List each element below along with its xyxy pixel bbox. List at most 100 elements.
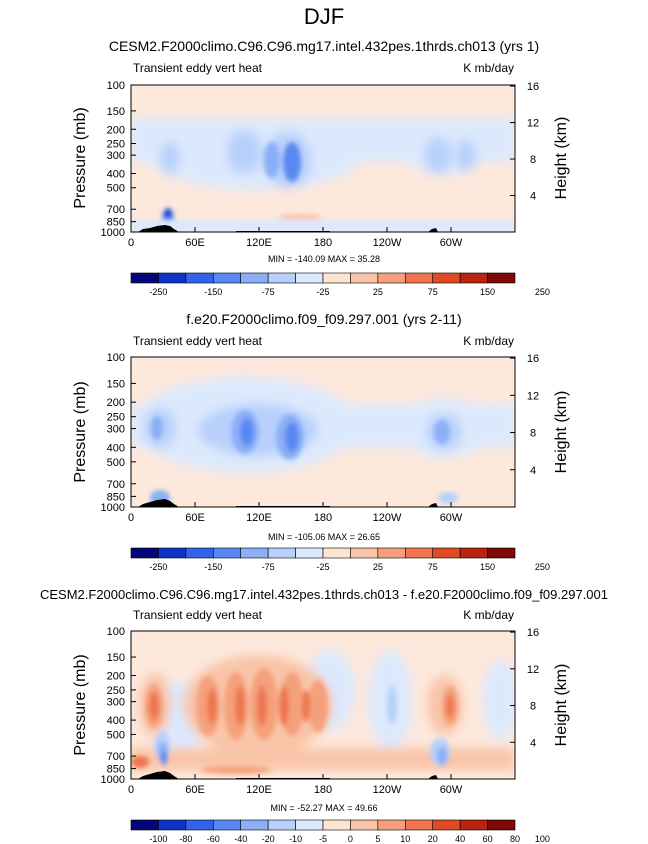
colorbar-box xyxy=(240,547,269,559)
y-right-tick-label: 4 xyxy=(530,191,536,203)
colorbar-label: 20 xyxy=(428,834,438,844)
colorbar-box xyxy=(212,272,242,284)
panel-1-title: CESM2.F2000climo.C96.C96.mg17.intel.432p… xyxy=(109,38,539,54)
panel-3-right-label: K mb/day xyxy=(463,608,514,622)
colorbar-label: 25 xyxy=(373,562,383,572)
y-tick-label: 400 xyxy=(107,442,125,454)
y-tick-label: 500 xyxy=(107,457,125,469)
contour-neg-100 xyxy=(285,422,299,452)
colorbar-box xyxy=(240,819,269,831)
y-tick-label: 150 xyxy=(107,652,125,664)
panel-2-left-label: Transient eddy vert heat xyxy=(133,334,263,348)
y-tick-label: 700 xyxy=(107,479,125,491)
y-tick-label: 200 xyxy=(107,397,125,409)
contour-neg-50 xyxy=(456,139,476,171)
panel-2-stats: MIN = -105.06 MAX = 26.65 xyxy=(268,532,380,542)
panel-1-left-label: Transient eddy vert heat xyxy=(133,61,263,75)
panel-2-title: f.e20.F2000climo.f09_f09.297.001 (yrs 2-… xyxy=(186,311,461,327)
x-tick-label: 60W xyxy=(440,237,463,249)
topography xyxy=(131,499,438,507)
panel-2-colorbar: -250 -150 -75 -25 25 75 150 250 xyxy=(130,547,550,572)
colorbar-box xyxy=(404,272,434,284)
contour-neg-75 xyxy=(434,420,450,444)
panel-3-colorbar: -100 -80 -60 -40 -20 -10 -5 0 5 10 20 40 60 80 100 xyxy=(130,819,550,844)
contour-pos-20 xyxy=(302,690,310,722)
colorbar-label: 10 xyxy=(400,834,410,844)
colorbar-label: 60 xyxy=(483,834,493,844)
panel-1: CESM2.F2000climo.C96.C96.mg17.intel.432p… xyxy=(72,38,570,297)
y-right-tick-label: 8 xyxy=(530,428,536,440)
colorbar-label: 150 xyxy=(480,562,495,572)
colorbar-label: 75 xyxy=(428,562,438,572)
contour-pos-10 xyxy=(200,766,272,774)
colorbar-box xyxy=(295,547,324,559)
y-right-tick-label: 16 xyxy=(527,627,539,639)
y-tick-label: 150 xyxy=(107,378,125,390)
colorbar-label: -5 xyxy=(319,834,327,844)
panel-3-y-label-right: Height (km) xyxy=(553,664,570,747)
y-tick-label: 500 xyxy=(107,729,125,741)
y-tick-label: 100 xyxy=(107,626,125,638)
y-right-tick-label: 12 xyxy=(527,118,539,130)
colorbar-box xyxy=(377,272,406,284)
x-tick-label: 120E xyxy=(246,784,272,796)
panel-3-y-label: Pressure (mb) xyxy=(72,654,89,755)
colorbar-box xyxy=(130,819,159,831)
colorbar-box xyxy=(212,819,242,831)
colorbar-box xyxy=(350,272,379,284)
topography xyxy=(131,225,438,232)
colorbar-label: 100 xyxy=(535,834,550,844)
x-tick-label: 180 xyxy=(314,784,332,796)
contour-neg-10 xyxy=(387,685,397,725)
contour-pos-20 xyxy=(149,692,159,720)
contour-neg-20 xyxy=(437,747,447,765)
colorbar-label: -40 xyxy=(234,834,247,844)
panel-2-y-label: Pressure (mb) xyxy=(72,381,89,482)
panel-2-x-axis: 0 60E 120E 180 120W 60W xyxy=(128,502,463,524)
contour-pos-20 xyxy=(279,686,289,726)
x-tick-label: 120E xyxy=(246,512,272,524)
x-tick-label: 60W xyxy=(440,512,463,524)
y-tick-label: 200 xyxy=(107,124,125,136)
topography xyxy=(131,771,438,779)
colorbar-box xyxy=(487,272,516,284)
y-right-tick-label: 4 xyxy=(530,465,536,477)
colorbar-box xyxy=(377,819,406,831)
panel-3-title: CESM2.F2000climo.C96.C96.mg17.intel.432p… xyxy=(40,587,608,602)
colorbar-box xyxy=(487,547,516,559)
colorbar-box xyxy=(377,547,406,559)
contour-neg-75 xyxy=(151,416,163,440)
contour-pos-20 xyxy=(131,756,149,768)
contour-pos-25 xyxy=(278,214,322,220)
panel-1-stats: MIN = -140.09 MAX = 35.28 xyxy=(268,254,380,264)
panel-1-x-axis: 0 60E 120E 180 120W 60W xyxy=(128,227,463,249)
x-tick-label: 60W xyxy=(440,784,463,796)
colorbar-box xyxy=(267,819,296,831)
x-tick-label: 180 xyxy=(314,512,332,524)
x-tick-label: 0 xyxy=(128,784,134,796)
x-tick-label: 60E xyxy=(185,512,205,524)
y-tick-label: 700 xyxy=(107,751,125,763)
colorbar-box xyxy=(158,819,187,831)
contour-neg-5 xyxy=(482,660,515,740)
colorbar-label: -100 xyxy=(149,834,167,844)
x-tick-label: 0 xyxy=(128,237,134,249)
panel-3-x-axis: 0 60E 120E 180 120W 60W xyxy=(128,774,463,796)
colorbar-label: -20 xyxy=(262,834,275,844)
colorbar-label: 250 xyxy=(535,287,550,297)
colorbar-label: -75 xyxy=(262,287,275,297)
colorbar-box xyxy=(432,272,461,284)
y-tick-label: 1000 xyxy=(101,227,125,239)
colorbar-label: 75 xyxy=(428,287,438,297)
colorbar-box xyxy=(322,819,351,831)
contour-neg-100 xyxy=(283,142,301,182)
y-tick-label: 250 xyxy=(107,685,125,697)
contour-neg-40 xyxy=(161,751,167,765)
y-tick-label: 850 xyxy=(107,491,125,503)
colorbar-box xyxy=(185,272,214,284)
panel-2-y-label-right: Height (km) xyxy=(553,391,570,474)
colorbar-box xyxy=(212,547,242,559)
y-tick-label: 500 xyxy=(107,183,125,195)
